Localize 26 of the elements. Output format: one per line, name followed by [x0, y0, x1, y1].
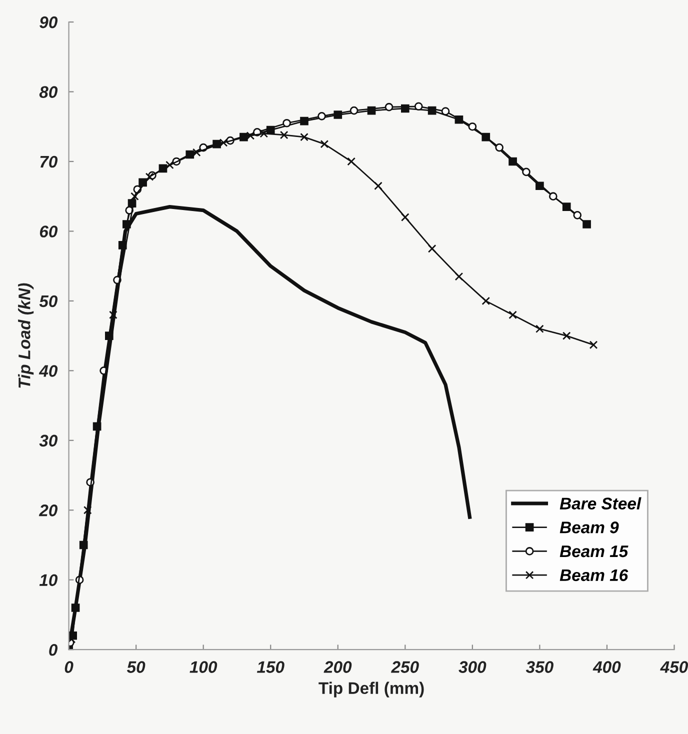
- x-tick-label: 150: [256, 661, 284, 673]
- x-tick-label: 300: [458, 661, 486, 673]
- x-tick-label: 0: [64, 661, 74, 673]
- y-tick-label: 30: [39, 434, 58, 447]
- y-tick-label: 80: [39, 86, 58, 98]
- legend-label: Beam 15: [560, 546, 628, 558]
- y-tick-label: 20: [38, 504, 58, 516]
- y-tick-label: 60: [40, 226, 58, 238]
- legend-label: Beam 9: [560, 522, 619, 534]
- y-tick-label: 0: [49, 644, 58, 656]
- y-tick-label: 70: [40, 156, 58, 168]
- x-axis-title: Tip Defl (mm): [318, 682, 424, 698]
- x-tick-label: 400: [592, 661, 621, 673]
- legend-label: Beam 16: [560, 569, 628, 582]
- x-tick-label: 50: [126, 661, 146, 673]
- x-tick-label: 350: [526, 661, 554, 673]
- y-tick-label: 50: [39, 295, 58, 308]
- x-tick-label: 450: [660, 661, 688, 673]
- legend-label: Bare Steel: [560, 497, 642, 510]
- x-tick-label: 200: [324, 661, 352, 673]
- x-tick-label: 100: [190, 661, 218, 673]
- y-tick-label: 10: [39, 574, 58, 586]
- y-axis-title: Tip Load (kN): [18, 283, 34, 388]
- y-tick-label: 40: [38, 365, 58, 377]
- x-tick-label: 250: [390, 661, 419, 673]
- y-tick-label: 90: [40, 16, 58, 28]
